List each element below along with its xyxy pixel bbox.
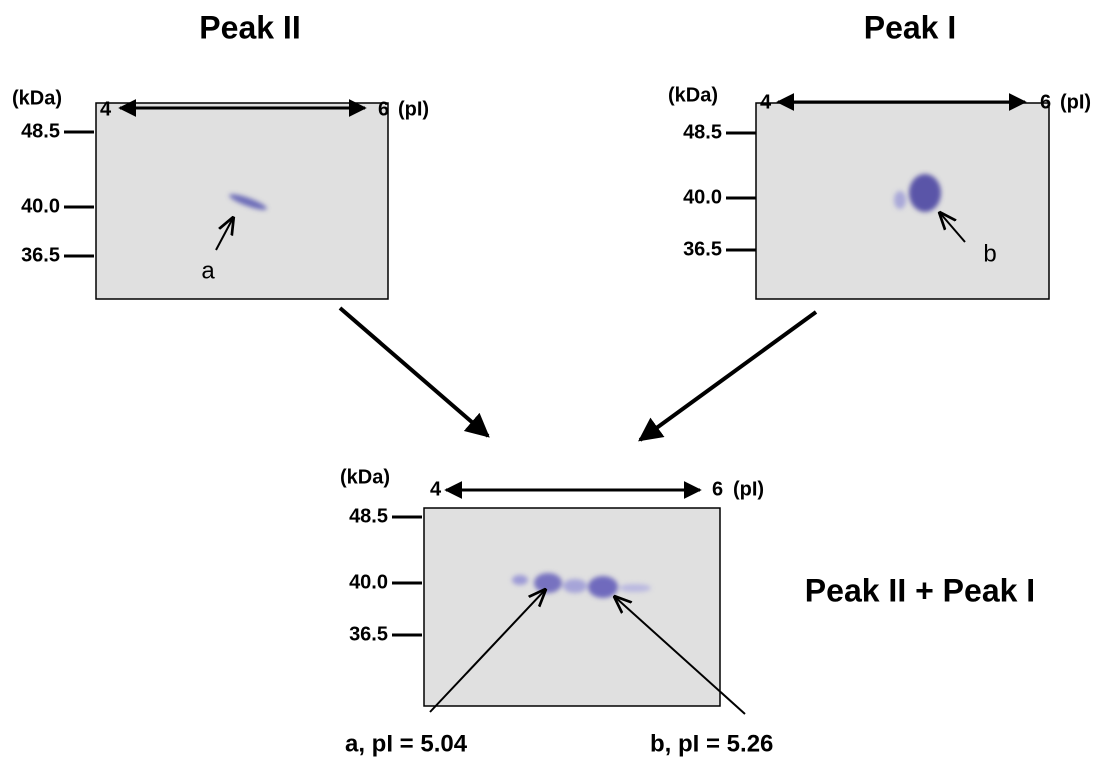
spot-label: a — [201, 257, 215, 284]
mw-label: 40.0 — [349, 571, 388, 593]
mw-label: 40.0 — [683, 186, 722, 208]
y-unit: (kDa) — [668, 84, 718, 106]
x-end: 6 — [712, 478, 723, 500]
mw-label: 36.5 — [21, 244, 60, 266]
mw-label: 48.5 — [349, 505, 388, 527]
spot-label: a, pI = 5.04 — [345, 730, 468, 757]
x-start: 4 — [100, 98, 112, 120]
gel — [424, 508, 720, 706]
x-unit: (pI) — [398, 98, 429, 120]
x-unit: (pI) — [733, 478, 764, 500]
mw-label: 36.5 — [683, 238, 722, 260]
figure: Peak II (kDa) 4 6 (pI) 48.5 40.0 36.5 a Peak I (kD… — [0, 0, 1101, 760]
flow-arrow — [640, 312, 816, 440]
panel-title: Peak II — [199, 9, 300, 45]
y-unit: (kDa) — [340, 466, 390, 488]
panel-title: Peak II + Peak I — [805, 572, 1035, 608]
mw-label: 48.5 — [683, 121, 722, 143]
mw-label: 36.5 — [349, 623, 388, 645]
spot-label: b, pI = 5.26 — [650, 730, 773, 757]
x-end: 6 — [378, 98, 389, 120]
x-unit: (pI) — [1060, 91, 1091, 113]
panel-title: Peak I — [864, 9, 957, 45]
mw-label: 40.0 — [21, 195, 60, 217]
mw-label: 48.5 — [21, 120, 60, 142]
y-unit: (kDa) — [12, 87, 62, 109]
x-start: 4 — [760, 91, 772, 113]
flow-arrow — [340, 308, 488, 436]
x-end: 6 — [1040, 91, 1051, 113]
spot-label: b — [983, 240, 996, 267]
x-start: 4 — [430, 478, 442, 500]
